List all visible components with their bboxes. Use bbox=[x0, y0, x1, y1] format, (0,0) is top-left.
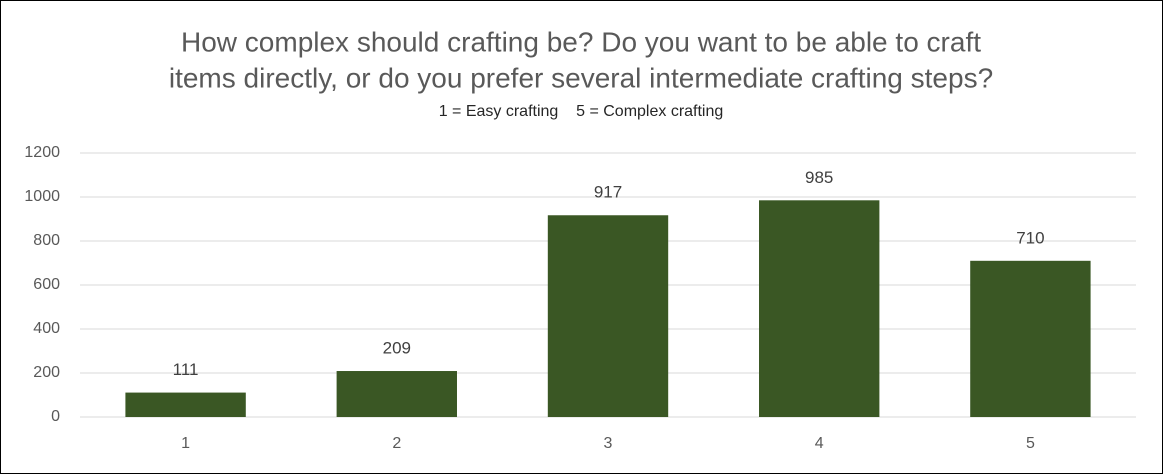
y-tick-label: 800 bbox=[33, 232, 60, 249]
bar bbox=[759, 200, 880, 417]
x-tick-label: 3 bbox=[604, 435, 613, 452]
y-tick-label: 1200 bbox=[24, 144, 60, 161]
y-tick-label: 0 bbox=[51, 408, 60, 425]
data-label: 710 bbox=[1016, 228, 1044, 247]
data-label: 917 bbox=[594, 183, 622, 202]
y-tick-label: 600 bbox=[33, 276, 60, 293]
data-label: 111 bbox=[173, 360, 199, 379]
chart-subtitle: 1 = Easy crafting 5 = Complex crafting bbox=[439, 103, 724, 120]
x-tick-label: 1 bbox=[181, 435, 190, 452]
bar bbox=[970, 260, 1091, 417]
x-tick-label: 4 bbox=[815, 435, 824, 452]
bar bbox=[336, 371, 457, 417]
bar bbox=[547, 215, 669, 417]
x-tick-label: 2 bbox=[392, 435, 401, 452]
y-tick-label: 1000 bbox=[24, 188, 60, 205]
x-tick-label: 5 bbox=[1026, 435, 1035, 452]
data-label: 985 bbox=[805, 168, 833, 187]
y-tick-label: 400 bbox=[33, 320, 60, 337]
chart-title: How complex should crafting be? Do you w… bbox=[181, 26, 981, 57]
y-tick-label: 200 bbox=[33, 364, 60, 381]
bar bbox=[125, 392, 246, 417]
data-label: 209 bbox=[383, 339, 411, 358]
chart-title: items directly, or do you prefer several… bbox=[169, 62, 993, 93]
